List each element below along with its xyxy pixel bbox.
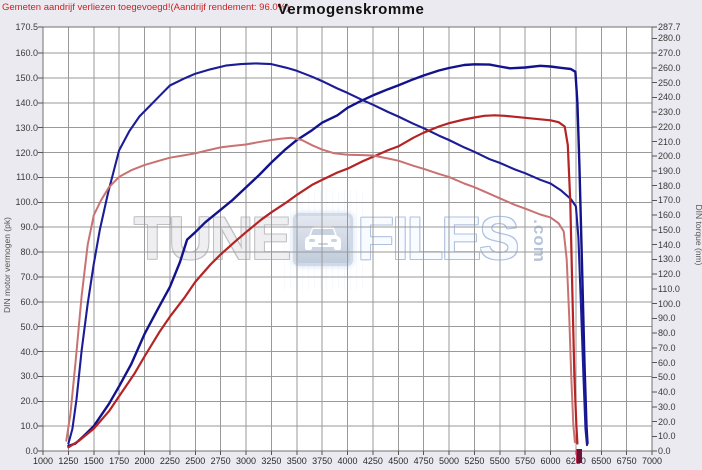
curve-original-torque-nm xyxy=(65,136,576,444)
rpm-limit-marker xyxy=(576,449,583,463)
drivetrain-loss-note: Gemeten aandrijf verliezen toegevoegd!(A… xyxy=(2,2,290,13)
chart-title: Vermogenskromme xyxy=(277,1,425,18)
curve-tuned-torque-nm xyxy=(67,62,589,447)
curve-original-power-pk xyxy=(67,114,579,449)
curve-tuned-power-pk xyxy=(67,63,589,448)
